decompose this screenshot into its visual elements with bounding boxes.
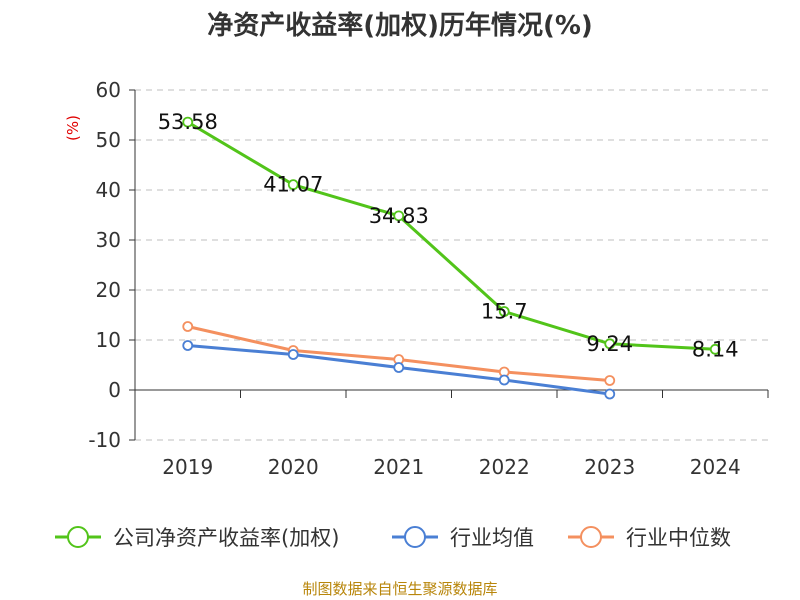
axes bbox=[129, 89, 769, 441]
series-line-0 bbox=[186, 120, 716, 351]
y-tick-label: 30 bbox=[96, 228, 121, 252]
x-tick-label: 2019 bbox=[162, 455, 213, 479]
y-tick-label: 20 bbox=[96, 278, 121, 302]
data-point bbox=[182, 340, 194, 351]
y-tick-label: 10 bbox=[96, 328, 121, 352]
x-tick-label: 2022 bbox=[479, 455, 530, 479]
legend-marker bbox=[580, 526, 602, 548]
data-label: 34.83 bbox=[369, 204, 429, 228]
y-axis-label: (%) bbox=[64, 115, 82, 141]
data-point bbox=[287, 349, 299, 360]
series-lines bbox=[182, 116, 721, 400]
legend-marker bbox=[404, 526, 426, 548]
y-tick-label: 0 bbox=[108, 378, 121, 402]
data-label: 9.24 bbox=[586, 332, 633, 356]
legend-marker bbox=[67, 526, 89, 548]
chart-title: 净资产收益率(加权)历年情况(%) bbox=[207, 10, 593, 41]
y-tick-labels: -10 0 10 20 30 40 50 60 bbox=[88, 78, 121, 452]
data-label: 8.14 bbox=[692, 337, 739, 361]
x-tick-label: 2023 bbox=[584, 455, 635, 479]
data-label: 53.58 bbox=[158, 110, 218, 134]
legend-label: 行业均值 bbox=[450, 526, 534, 550]
data-label: 15.7 bbox=[481, 300, 528, 324]
legend: 公司净资产收益率(加权) 行业均值 行业中位数 bbox=[55, 526, 731, 550]
y-tick-label: 40 bbox=[96, 178, 121, 202]
source-note: 制图数据来自恒生聚源数据库 bbox=[302, 580, 497, 598]
y-tick-label: 50 bbox=[96, 128, 121, 152]
x-tick-label: 2020 bbox=[268, 455, 319, 479]
data-point bbox=[182, 321, 194, 332]
legend-label: 行业中位数 bbox=[626, 526, 731, 550]
data-point bbox=[498, 374, 510, 386]
data-point bbox=[287, 179, 299, 191]
data-labels: 53.58 41.07 34.83 15.7 9.24 8.14 bbox=[158, 110, 739, 361]
data-point bbox=[393, 210, 405, 222]
data-point bbox=[393, 362, 405, 373]
y-tick-label: 60 bbox=[96, 78, 121, 102]
x-tick-labels: 2019 2020 2021 2022 2023 2024 bbox=[162, 455, 740, 479]
data-point bbox=[182, 116, 194, 128]
x-tick-label: 2021 bbox=[373, 455, 424, 479]
data-point bbox=[498, 306, 510, 317]
data-point bbox=[604, 338, 616, 350]
legend-label: 公司净资产收益率(加权) bbox=[113, 526, 339, 550]
data-point bbox=[709, 343, 721, 355]
y-tick-label: -10 bbox=[88, 428, 121, 452]
x-tick-label: 2024 bbox=[690, 455, 741, 479]
data-label: 41.07 bbox=[263, 173, 323, 197]
data-point bbox=[604, 375, 616, 386]
data-point bbox=[604, 388, 616, 400]
